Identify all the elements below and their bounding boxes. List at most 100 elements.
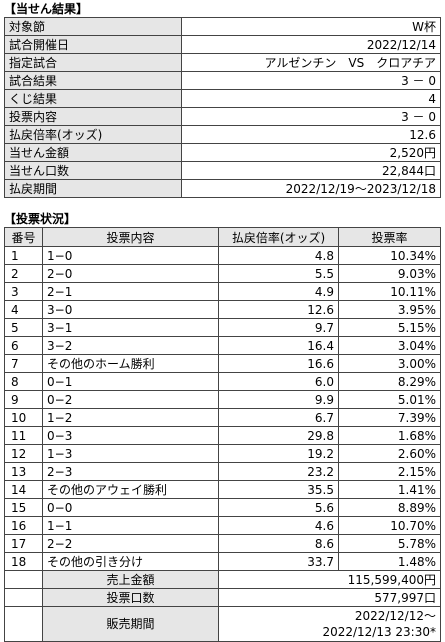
- vote-content: 0−2: [42, 390, 219, 409]
- vote-odds: 9.7: [218, 318, 339, 337]
- vote-rate: 5.15%: [338, 318, 441, 337]
- vote-content: 0−3: [42, 426, 219, 445]
- vote-odds: 4.6: [218, 516, 339, 535]
- period-label: 販売期間: [42, 606, 219, 642]
- vote-no: 3: [4, 282, 43, 301]
- vote-rate: 10.70%: [338, 516, 441, 535]
- sales-label: 売上金額: [42, 570, 219, 589]
- header-odds: 払戻倍率(オッズ): [218, 227, 339, 247]
- result-section-title: 【当せん結果】: [4, 2, 89, 16]
- vote-odds: 19.2: [218, 444, 339, 463]
- result-value: W杯: [181, 17, 441, 36]
- vote-row: 6 3−2 16.4 3.04%: [4, 336, 441, 355]
- vote-no: 16: [4, 516, 43, 535]
- vote-odds: 6.7: [218, 408, 339, 427]
- result-value: 2022/12/14: [181, 35, 441, 54]
- vote-row: 15 0−0 5.6 8.89%: [4, 498, 441, 517]
- result-value: 3 － 0: [181, 71, 441, 90]
- result-label: 当せん口数: [4, 161, 182, 180]
- result-row: 投票内容 3 － 0: [4, 107, 441, 126]
- vote-section-title: 【投票状況】: [4, 212, 77, 226]
- vote-content: 3−1: [42, 318, 219, 337]
- vote-rate: 5.78%: [338, 534, 441, 553]
- vote-no: 18: [4, 552, 43, 571]
- vote-content: 3−0: [42, 300, 219, 319]
- vote-no: 5: [4, 318, 43, 337]
- result-label: 払戻期間: [4, 179, 182, 198]
- result-value: 2022/12/19～2023/12/18: [181, 179, 441, 198]
- vote-row: 2 2−0 5.5 9.03%: [4, 264, 441, 283]
- vote-row: 1 1−0 4.8 10.34%: [4, 246, 441, 265]
- result-value: 3 － 0: [181, 107, 441, 126]
- vote-content: 1−3: [42, 444, 219, 463]
- vote-no: 8: [4, 372, 43, 391]
- vote-content: 3−2: [42, 336, 219, 355]
- vote-row: 12 1−3 19.2 2.60%: [4, 444, 441, 463]
- header-content: 投票内容: [42, 227, 219, 247]
- vote-no: 10: [4, 408, 43, 427]
- result-row: 試合結果 3 － 0: [4, 71, 441, 90]
- result-label: 対象節: [4, 17, 182, 36]
- result-table: 対象節 W杯 試合開催日 2022/12/14 指定試合 アルゼンチン VS クロアチア試…: [4, 17, 441, 198]
- result-row: 指定試合 アルゼンチン VS クロアチア: [4, 53, 441, 72]
- period-line2: 2022/12/13 23:30*: [322, 625, 436, 639]
- vote-no: 12: [4, 444, 43, 463]
- count-value: 577,997口: [218, 588, 441, 607]
- result-row: くじ結果 4: [4, 89, 441, 108]
- vote-row: 4 3−0 12.6 3.95%: [4, 300, 441, 319]
- period-value: 2022/12/12～ 2022/12/13 23:30*: [218, 606, 441, 642]
- vote-row: 5 3−1 9.7 5.15%: [4, 318, 441, 337]
- result-label: 当せん金額: [4, 143, 182, 162]
- vote-rate: 8.29%: [338, 372, 441, 391]
- vote-odds: 33.7: [218, 552, 339, 571]
- vote-rate: 8.89%: [338, 498, 441, 517]
- result-row: 当せん口数 22,844口: [4, 161, 441, 180]
- vote-no: 6: [4, 336, 43, 355]
- vote-rate: 3.95%: [338, 300, 441, 319]
- vote-rate: 10.11%: [338, 282, 441, 301]
- vote-no: 11: [4, 426, 43, 445]
- result-label: 指定試合: [4, 53, 182, 72]
- vote-odds: 4.8: [218, 246, 339, 265]
- result-row: 当せん金額 2,520円: [4, 143, 441, 162]
- result-row: 払戻期間 2022/12/19～2023/12/18: [4, 179, 441, 198]
- vote-row: 18 その他の引き分け 33.7 1.48%: [4, 552, 441, 571]
- period-line1: 2022/12/12～: [354, 609, 436, 623]
- vote-odds: 16.4: [218, 336, 339, 355]
- vote-odds: 23.2: [218, 462, 339, 481]
- sales-row: 売上金額 115,599,400円: [4, 570, 441, 589]
- vote-content: その他の引き分け: [42, 552, 219, 571]
- result-value: 2,520円: [181, 143, 441, 162]
- vote-no: 13: [4, 462, 43, 481]
- vote-status-table: 番号 投票内容 払戻倍率(オッズ) 投票率 1 1−0 4.8 10.34% 2 2−0 5…: [4, 227, 441, 642]
- vote-content: 1−0: [42, 246, 219, 265]
- vote-rate: 2.15%: [338, 462, 441, 481]
- vote-row: 10 1−2 6.7 7.39%: [4, 408, 441, 427]
- vote-odds: 4.9: [218, 282, 339, 301]
- result-row: 試合開催日 2022/12/14: [4, 35, 441, 54]
- vote-content: その他のホーム勝利: [42, 354, 219, 373]
- vote-odds: 6.0: [218, 372, 339, 391]
- vote-odds: 29.8: [218, 426, 339, 445]
- vote-rate: 5.01%: [338, 390, 441, 409]
- vote-content: 0−1: [42, 372, 219, 391]
- vote-content: 2−0: [42, 264, 219, 283]
- vote-content: 2−1: [42, 282, 219, 301]
- vote-rate: 3.00%: [338, 354, 441, 373]
- header-no: 番号: [4, 227, 43, 247]
- result-label: 試合結果: [4, 71, 182, 90]
- vote-rate: 7.39%: [338, 408, 441, 427]
- vote-content: 2−3: [42, 462, 219, 481]
- vote-rate: 1.41%: [338, 480, 441, 499]
- count-row: 投票口数 577,997口: [4, 588, 441, 607]
- vote-no: 17: [4, 534, 43, 553]
- result-label: くじ結果: [4, 89, 182, 108]
- vote-rate: 10.34%: [338, 246, 441, 265]
- vote-odds: 5.6: [218, 498, 339, 517]
- vote-odds: 8.6: [218, 534, 339, 553]
- vote-no: 4: [4, 300, 43, 319]
- vote-row: 14 その他のアウェイ勝利 35.5 1.41%: [4, 480, 441, 499]
- vote-no: 2: [4, 264, 43, 283]
- vote-row: 7 その他のホーム勝利 16.6 3.00%: [4, 354, 441, 373]
- sales-value: 115,599,400円: [218, 570, 441, 589]
